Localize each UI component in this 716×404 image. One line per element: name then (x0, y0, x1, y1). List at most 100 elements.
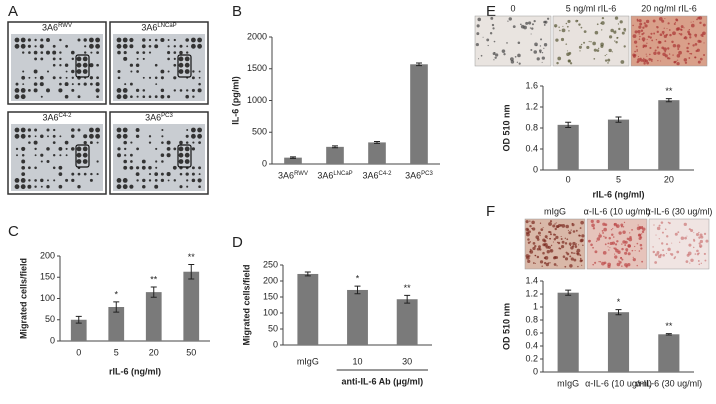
x-tick-label: mIgG (297, 356, 319, 366)
array-spot (65, 70, 68, 73)
x-tick-label: 20 (664, 174, 674, 184)
array-spot (40, 95, 43, 98)
micro-speck (562, 255, 566, 258)
micro-speck (620, 223, 624, 227)
micro-speck (590, 243, 593, 247)
array-spot (59, 135, 62, 138)
micro-speck (490, 16, 494, 20)
micro-speck (528, 255, 531, 257)
micro-speck (699, 21, 702, 25)
micro-speck (573, 258, 577, 262)
array-spot (14, 133, 20, 139)
array-spot (198, 76, 201, 79)
micro-speck (627, 263, 631, 267)
array-spot (39, 44, 44, 49)
x-tick-label: mIgG (557, 378, 579, 388)
array-spot (192, 70, 195, 73)
y-tick-label: 0.4 (525, 340, 538, 350)
micro-speck (569, 264, 573, 268)
micro-speck (615, 41, 618, 44)
micro-speck (477, 17, 482, 22)
micro-speck (477, 58, 480, 60)
bar (557, 124, 579, 170)
array-spot (21, 172, 26, 176)
micro-speck (601, 261, 605, 266)
array-spot (28, 134, 31, 138)
y-tick-label: 0 (533, 164, 538, 174)
micro-speck (580, 220, 584, 225)
micro-speck (674, 21, 676, 23)
micro-speck (564, 265, 567, 268)
micro-speck (672, 31, 676, 36)
array-spot (178, 159, 184, 164)
array-spot (167, 70, 170, 73)
array-spot (142, 184, 146, 189)
y-tick-label: 0 (533, 366, 538, 376)
micro-speck (527, 238, 530, 241)
array-spot (59, 154, 62, 157)
micro-speck (549, 262, 551, 264)
micro-speck (557, 56, 562, 61)
micro-speck (602, 222, 606, 226)
array-spot (154, 38, 158, 42)
array-membrane (11, 124, 103, 191)
micro-speck (661, 30, 665, 34)
micro-speck (529, 248, 532, 251)
error-bar (665, 98, 672, 103)
micro-speck (653, 224, 655, 226)
y-tick-label: 1000 (247, 95, 267, 105)
micro-speck (614, 255, 618, 259)
panel-letter: E (486, 3, 496, 20)
micro-speck (694, 56, 697, 59)
array-spot (58, 88, 63, 93)
micro-speck (602, 232, 604, 234)
array-spot (155, 166, 158, 169)
array-spot (129, 44, 134, 49)
micro-speck (680, 28, 682, 31)
micro-speck (621, 258, 624, 261)
micro-speck (646, 38, 648, 40)
micro-speck (704, 259, 707, 262)
array-spot (135, 128, 140, 132)
array-spot (142, 57, 145, 60)
x-tick-label: 30 (402, 356, 412, 366)
array-spot (89, 141, 93, 145)
micro-speck (636, 19, 639, 22)
micro-speck (566, 52, 570, 57)
micro-speck (539, 234, 541, 237)
micro-speck (623, 28, 627, 31)
array-spot (116, 88, 122, 93)
panel-letter: D (232, 234, 243, 251)
array-spot (83, 134, 88, 139)
array-spot (197, 178, 202, 183)
micro-speck (641, 230, 645, 234)
micro-speck (693, 232, 695, 234)
micro-speck (516, 61, 519, 63)
micro-speck (616, 36, 619, 39)
array-spot (77, 128, 81, 132)
micro-speck (621, 247, 624, 251)
array-spot (191, 172, 195, 176)
x-tick-label: 3A6RWV (278, 170, 308, 180)
micro-speck (619, 261, 622, 264)
micro-speck (623, 221, 626, 224)
array-spot (33, 88, 38, 93)
highlight-box (177, 144, 192, 168)
array-membrane (113, 124, 205, 191)
array-spot (40, 185, 43, 188)
micro-speck (622, 230, 626, 234)
micro-speck (613, 247, 615, 249)
micro-speck (690, 21, 692, 23)
micro-speck (636, 264, 638, 267)
micro-speck (539, 260, 544, 264)
array-spot (89, 63, 94, 68)
micro-speck (675, 19, 679, 22)
micro-speck (562, 25, 564, 27)
array-spot (64, 140, 69, 145)
micro-speck (514, 55, 517, 58)
micro-speck (679, 241, 681, 243)
micro-speck (665, 243, 669, 246)
array-spot (33, 82, 38, 86)
array-spot (129, 63, 134, 67)
error-bar (565, 121, 572, 128)
